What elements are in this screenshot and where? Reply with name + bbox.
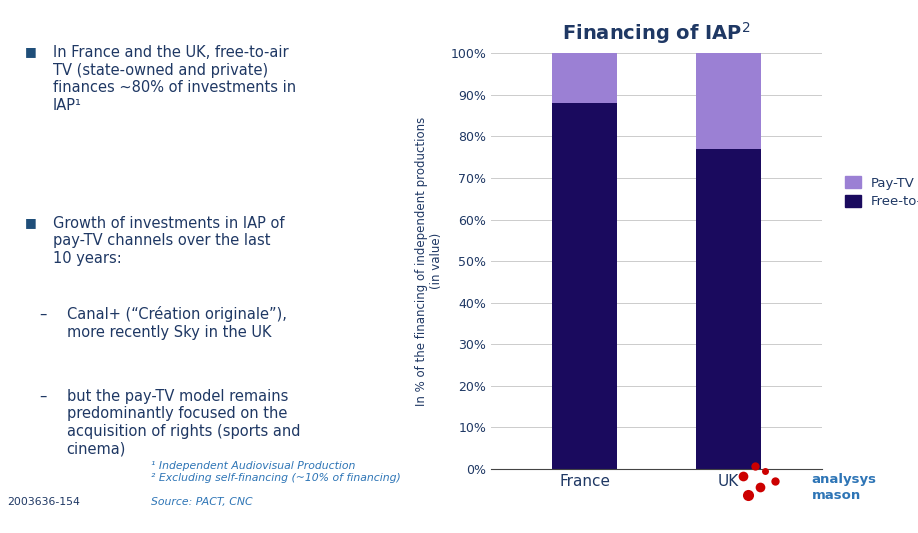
- Text: Source: PACT, CNC: Source: PACT, CNC: [151, 497, 253, 507]
- Bar: [553, 53, 617, 103]
- Text: ¹ Independent Audiovisual Production
² Excluding self-financing (~10% of financi: ¹ Independent Audiovisual Production ² E…: [151, 461, 401, 483]
- Y-axis label: In % of the financing of independent productions
(in value): In % of the financing of independent pro…: [416, 117, 443, 406]
- Text: Canal+ (“Création originale”),
more recently Sky in the UK: Canal+ (“Création originale”), more rece…: [66, 306, 286, 340]
- Text: analysys
mason: analysys mason: [812, 473, 877, 502]
- Text: but the pay-TV model remains
predominantly focused on the
acquisition of rights : but the pay-TV model remains predominant…: [66, 389, 300, 456]
- Text: Growth of investments in IAP of
pay-TV channels over the last
10 years:: Growth of investments in IAP of pay-TV c…: [53, 216, 285, 265]
- Bar: [553, 103, 617, 469]
- Bar: [696, 53, 760, 149]
- Legend: Pay-TV, Free-to-air: Pay-TV, Free-to-air: [845, 176, 918, 208]
- Text: 2003636-154: 2003636-154: [7, 497, 80, 507]
- Text: –: –: [39, 306, 47, 321]
- Bar: [696, 149, 760, 469]
- Text: ■: ■: [26, 216, 37, 229]
- Title: Financing of IAP$^{2}$: Financing of IAP$^{2}$: [562, 20, 751, 46]
- Text: In France and the UK, free-to-air
TV (state-owned and private)
finances ~80% of : In France and the UK, free-to-air TV (st…: [53, 45, 296, 112]
- Text: –: –: [39, 389, 47, 404]
- Text: ■: ■: [26, 45, 37, 58]
